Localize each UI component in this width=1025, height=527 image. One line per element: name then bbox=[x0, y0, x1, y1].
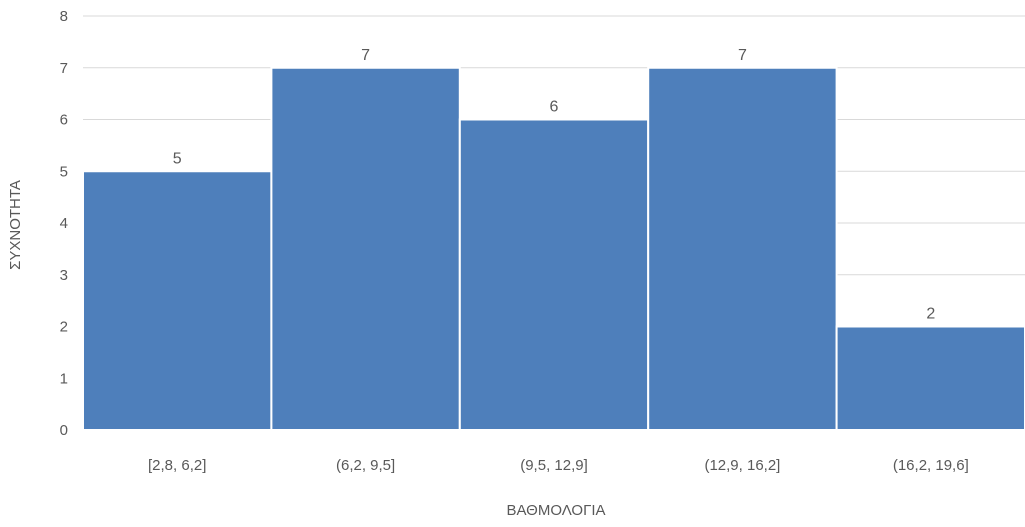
y-tick-label: 0 bbox=[60, 422, 68, 439]
y-tick-label: 7 bbox=[60, 60, 68, 77]
y-axis-ticks: 0 1 2 3 4 5 6 7 8 bbox=[60, 8, 68, 439]
y-tick-label: 6 bbox=[60, 112, 68, 129]
x-tick-label: (9,5, 12,9] bbox=[520, 457, 588, 474]
bar-data-label: 5 bbox=[173, 150, 182, 167]
data-labels: 5 7 6 7 2 bbox=[173, 47, 936, 323]
bar-data-label: 7 bbox=[738, 47, 747, 64]
bar-data-label: 7 bbox=[361, 47, 370, 64]
x-tick-label: (12,9, 16,2] bbox=[704, 457, 780, 474]
y-tick-label: 1 bbox=[60, 370, 68, 387]
x-tick-label: (16,2, 19,6] bbox=[893, 457, 969, 474]
y-tick-label: 4 bbox=[60, 215, 68, 232]
x-tick-label: [2,8, 6,2] bbox=[148, 457, 206, 474]
histogram-bar bbox=[82, 170, 273, 431]
y-axis-title: ΣΥΧΝΟΤΗΤΑ bbox=[7, 180, 24, 270]
y-tick-label: 3 bbox=[60, 267, 68, 284]
histogram-bar bbox=[835, 325, 1025, 431]
histogram-bar bbox=[647, 66, 838, 431]
x-tick-label: (6,2, 9,5] bbox=[336, 457, 395, 474]
y-tick-label: 2 bbox=[60, 319, 68, 336]
x-axis-ticks: [2,8, 6,2] (6,2, 9,5] (9,5, 12,9] (12,9, 16… bbox=[148, 457, 969, 474]
y-tick-label: 8 bbox=[60, 8, 68, 25]
x-axis-title: ΒΑΘΜΟΛΟΓΙΑ bbox=[506, 502, 605, 519]
bar-data-label: 6 bbox=[550, 99, 559, 116]
histogram-bar bbox=[458, 118, 650, 431]
bars bbox=[82, 66, 1025, 431]
y-tick-label: 5 bbox=[60, 163, 68, 180]
histogram-bar bbox=[270, 66, 461, 431]
bar-data-label: 2 bbox=[926, 306, 935, 323]
